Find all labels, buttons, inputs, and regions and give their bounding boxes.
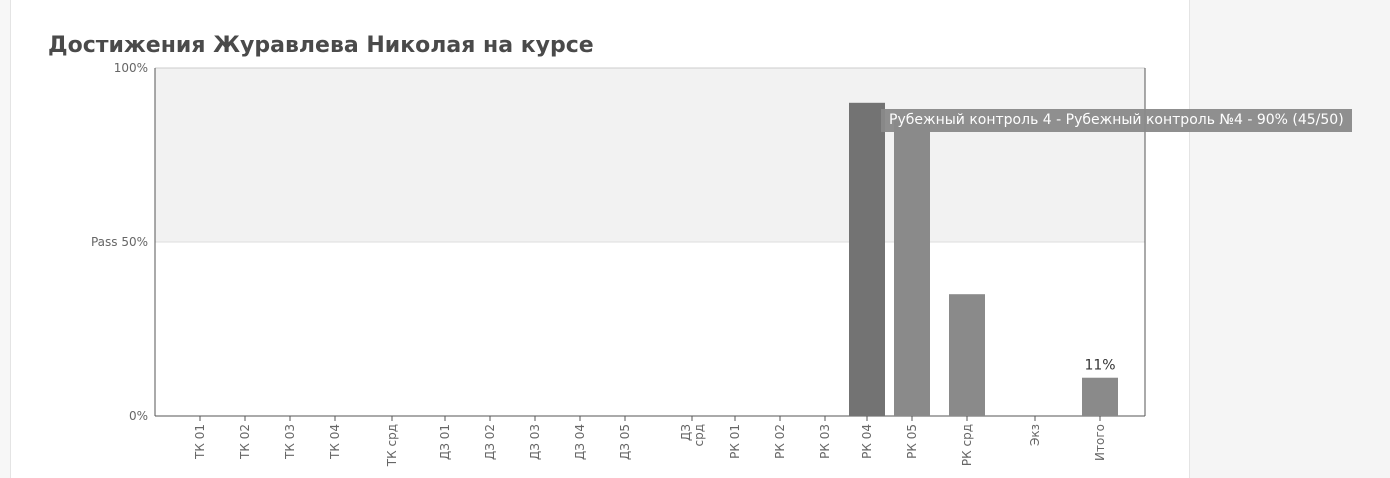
x-tick-label: РК 05 bbox=[905, 424, 919, 459]
x-tick-label: РК 01 bbox=[728, 424, 742, 459]
x-tick-label: ТК 04 bbox=[328, 424, 342, 460]
x-tick-label: РК срд bbox=[960, 424, 974, 466]
x-tick-label: Итого bbox=[1093, 424, 1107, 461]
x-tick-label: ТК 03 bbox=[283, 424, 297, 460]
bar-15 bbox=[849, 102, 885, 417]
x-tick-label: ДЗсрд bbox=[679, 424, 706, 447]
x-tick-label: ДЗ 02 bbox=[483, 424, 497, 460]
bar-16 bbox=[894, 120, 930, 416]
x-tick-label: ДЗ 04 bbox=[573, 424, 587, 460]
x-tick-label: ТК 02 bbox=[238, 424, 252, 460]
right-sidebar bbox=[1190, 0, 1390, 478]
x-tick-label: ТК срд bbox=[385, 424, 399, 467]
pass-zone-band bbox=[155, 68, 1145, 242]
bar-19 bbox=[1082, 377, 1118, 416]
x-tick-label: ДЗ 03 bbox=[528, 424, 542, 460]
bar-17 bbox=[949, 294, 985, 416]
x-tick-label: ДЗ 01 bbox=[438, 424, 452, 460]
page-title: Достижения Журавлева Николая на курсе bbox=[48, 33, 594, 58]
y-tick-label: 100% bbox=[114, 61, 148, 75]
bar-tooltip: Рубежный контроль 4 - Рубежный контроль … bbox=[881, 109, 1352, 132]
x-tick-label: РК 03 bbox=[818, 424, 832, 459]
x-tick-label: ТК 01 bbox=[193, 424, 207, 460]
y-tick-label: Pass 50% bbox=[91, 235, 148, 249]
bar-data-label: 11% bbox=[1084, 358, 1115, 374]
x-tick-label: РК 02 bbox=[773, 424, 787, 459]
y-tick-label: 0% bbox=[129, 409, 148, 423]
x-tick-label: ДЗ 05 bbox=[618, 424, 632, 460]
x-tick-label: Экз bbox=[1028, 424, 1042, 446]
x-tick-label: РК 04 bbox=[860, 424, 874, 459]
